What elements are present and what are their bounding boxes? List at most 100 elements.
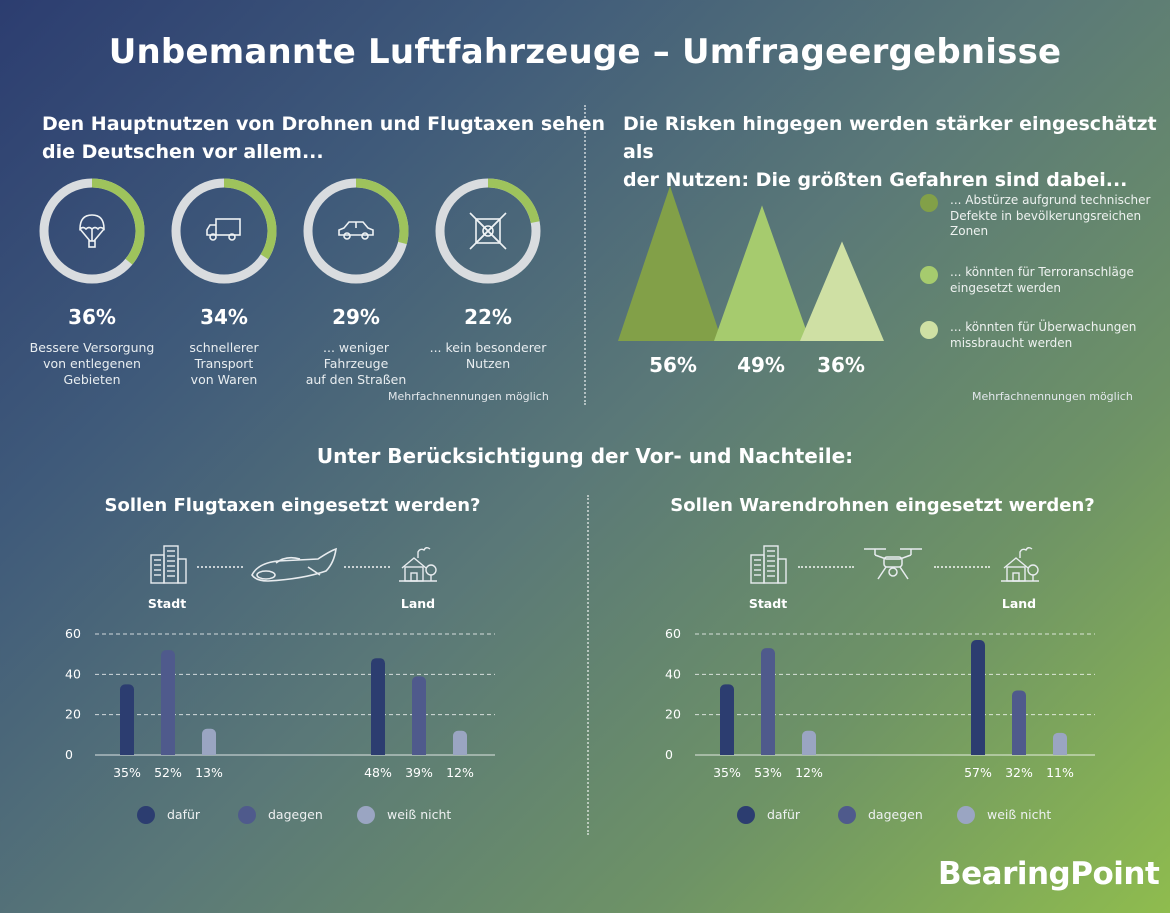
risk-pct-surveillance: 36% bbox=[817, 353, 865, 377]
risk-triangles bbox=[618, 186, 884, 341]
bar-legend-label: dafür bbox=[767, 807, 801, 822]
dotted-connector bbox=[344, 566, 390, 568]
ring-fill bbox=[303, 178, 409, 284]
bar-legend-dot bbox=[238, 806, 256, 824]
chart-title-flugtaxen: Sollen Flugtaxen eingesetzt werden? bbox=[104, 495, 481, 516]
bar-value-label: 32% bbox=[1005, 765, 1033, 780]
bar-value-label: 53% bbox=[754, 765, 782, 780]
risk-legend-text: ... Abstürze aufgrund technischer Defekte… bbox=[950, 193, 1151, 238]
category-label-land: Land bbox=[1001, 596, 1037, 611]
bar bbox=[761, 648, 775, 755]
category-label-land: Land bbox=[400, 596, 436, 611]
y-tick-label: 20 bbox=[65, 707, 81, 722]
bar-value-label: 12% bbox=[446, 765, 474, 780]
bar bbox=[971, 640, 985, 755]
parachute-icon bbox=[79, 214, 105, 248]
bar-legend-dot bbox=[838, 806, 856, 824]
benefit-percent: 34% bbox=[200, 305, 248, 329]
y-tick-label: 0 bbox=[665, 747, 673, 762]
bar-base bbox=[453, 749, 467, 755]
bar-legend-dot bbox=[957, 806, 975, 824]
bar bbox=[202, 728, 216, 755]
risk-legend-text: ... könnten für Überwachungen missbraucht… bbox=[950, 320, 1137, 350]
bar-legend-label: dafür bbox=[167, 807, 201, 822]
bar-legend-label: weiß nicht bbox=[387, 807, 452, 822]
bar bbox=[453, 730, 467, 755]
benefit-label: Bessere Versorgung von entlegenen Gebieten bbox=[29, 340, 155, 387]
bar-value-label: 12% bbox=[795, 765, 823, 780]
dotted-connector bbox=[798, 566, 854, 568]
risk-legend-dot bbox=[920, 194, 938, 212]
bar-legend-dot bbox=[737, 806, 755, 824]
bar-base bbox=[120, 749, 134, 755]
y-tick-label: 40 bbox=[65, 666, 81, 681]
y-tick-label: 20 bbox=[665, 707, 681, 722]
bar-value-label: 11% bbox=[1046, 765, 1074, 780]
bar-base bbox=[761, 749, 775, 755]
bar-value-label: 52% bbox=[154, 765, 182, 780]
dotted-connector bbox=[197, 566, 243, 568]
page-title: Unbemannte Luftfahrzeuge – Umfrageergebn… bbox=[108, 32, 1062, 72]
ring-fill bbox=[435, 178, 541, 284]
bar-chart-warendrohnen: 0 20 40 60 35% 53% 12% 57% 32% 11% bbox=[665, 626, 1095, 780]
bar bbox=[1012, 690, 1026, 755]
ring-fill bbox=[171, 178, 277, 284]
risk-pct-terror: 49% bbox=[737, 353, 785, 377]
bar bbox=[720, 684, 734, 755]
benefit-percent: 29% bbox=[332, 305, 380, 329]
benefits-note: Mehrfachnennungen möglich bbox=[388, 390, 549, 403]
category-label-stadt: Stadt bbox=[748, 596, 788, 611]
dotted-connector bbox=[934, 566, 990, 568]
bottom-divider bbox=[587, 495, 589, 835]
bar-value-label: 35% bbox=[713, 765, 741, 780]
risks-note: Mehrfachnennungen möglich bbox=[972, 390, 1133, 403]
y-tick-label: 60 bbox=[665, 626, 681, 641]
country-house-icon bbox=[1001, 547, 1039, 582]
bar bbox=[802, 730, 816, 755]
y-tick-label: 40 bbox=[665, 666, 681, 681]
benefits-heading: Den Hauptnutzen von Drohnen und Flugtaxe… bbox=[42, 113, 606, 163]
category-label-stadt: Stadt bbox=[147, 596, 187, 611]
bar-base bbox=[161, 749, 175, 755]
bar-chart-flugtaxen: 0 20 40 60 35% 52% 13% 48% 39% 12% bbox=[65, 626, 495, 780]
bar-value-label: 48% bbox=[364, 765, 392, 780]
benefit-label: schnellerer Transport von Waren bbox=[189, 340, 259, 387]
section-title: Unter Berücksichtigung der Vor- und Nach… bbox=[316, 444, 854, 468]
bar bbox=[161, 650, 175, 755]
drone-icon bbox=[864, 548, 922, 580]
risk-triangle-crash bbox=[618, 186, 722, 341]
risks-heading: Die Risken hingegen werden stärker einge… bbox=[623, 113, 1157, 191]
bar-base bbox=[1053, 749, 1067, 755]
risk-triangle-terror bbox=[714, 205, 810, 341]
benefit-percent: 36% bbox=[68, 305, 116, 329]
bar-legend-label: dagegen bbox=[268, 807, 323, 822]
crossed-box-icon bbox=[469, 212, 507, 250]
risk-pct-crash: 56% bbox=[649, 353, 697, 377]
bar-base bbox=[1012, 749, 1026, 755]
bar-value-label: 39% bbox=[405, 765, 433, 780]
top-divider bbox=[584, 105, 586, 405]
bar-base bbox=[412, 749, 426, 755]
benefit-ring bbox=[435, 178, 541, 284]
bar-base bbox=[202, 749, 216, 755]
benefit-ring bbox=[303, 178, 409, 284]
bar-legend-label: weiß nicht bbox=[987, 807, 1052, 822]
y-tick-label: 0 bbox=[65, 747, 73, 762]
air-taxi-icon bbox=[251, 547, 337, 582]
benefit-ring bbox=[39, 178, 145, 284]
bar-base bbox=[971, 749, 985, 755]
bar-legend-dot bbox=[137, 806, 155, 824]
bar bbox=[412, 676, 426, 755]
benefit-label: ... weniger Fahrzeuge auf den Straßen bbox=[305, 340, 407, 387]
country-house-icon bbox=[399, 547, 437, 582]
benefit-percent: 22% bbox=[464, 305, 512, 329]
bar-base bbox=[802, 749, 816, 755]
risk-triangle-surveillance bbox=[800, 241, 884, 341]
bar-legend-dot bbox=[357, 806, 375, 824]
benefit-label: ... kein besonderer Nutzen bbox=[429, 340, 547, 371]
benefit-ring bbox=[171, 178, 277, 284]
truck-icon bbox=[206, 218, 241, 241]
chart-title-warendrohnen: Sollen Warendrohnen eingesetzt werden? bbox=[670, 495, 1095, 516]
bar-base bbox=[371, 749, 385, 755]
y-tick-label: 60 bbox=[65, 626, 81, 641]
